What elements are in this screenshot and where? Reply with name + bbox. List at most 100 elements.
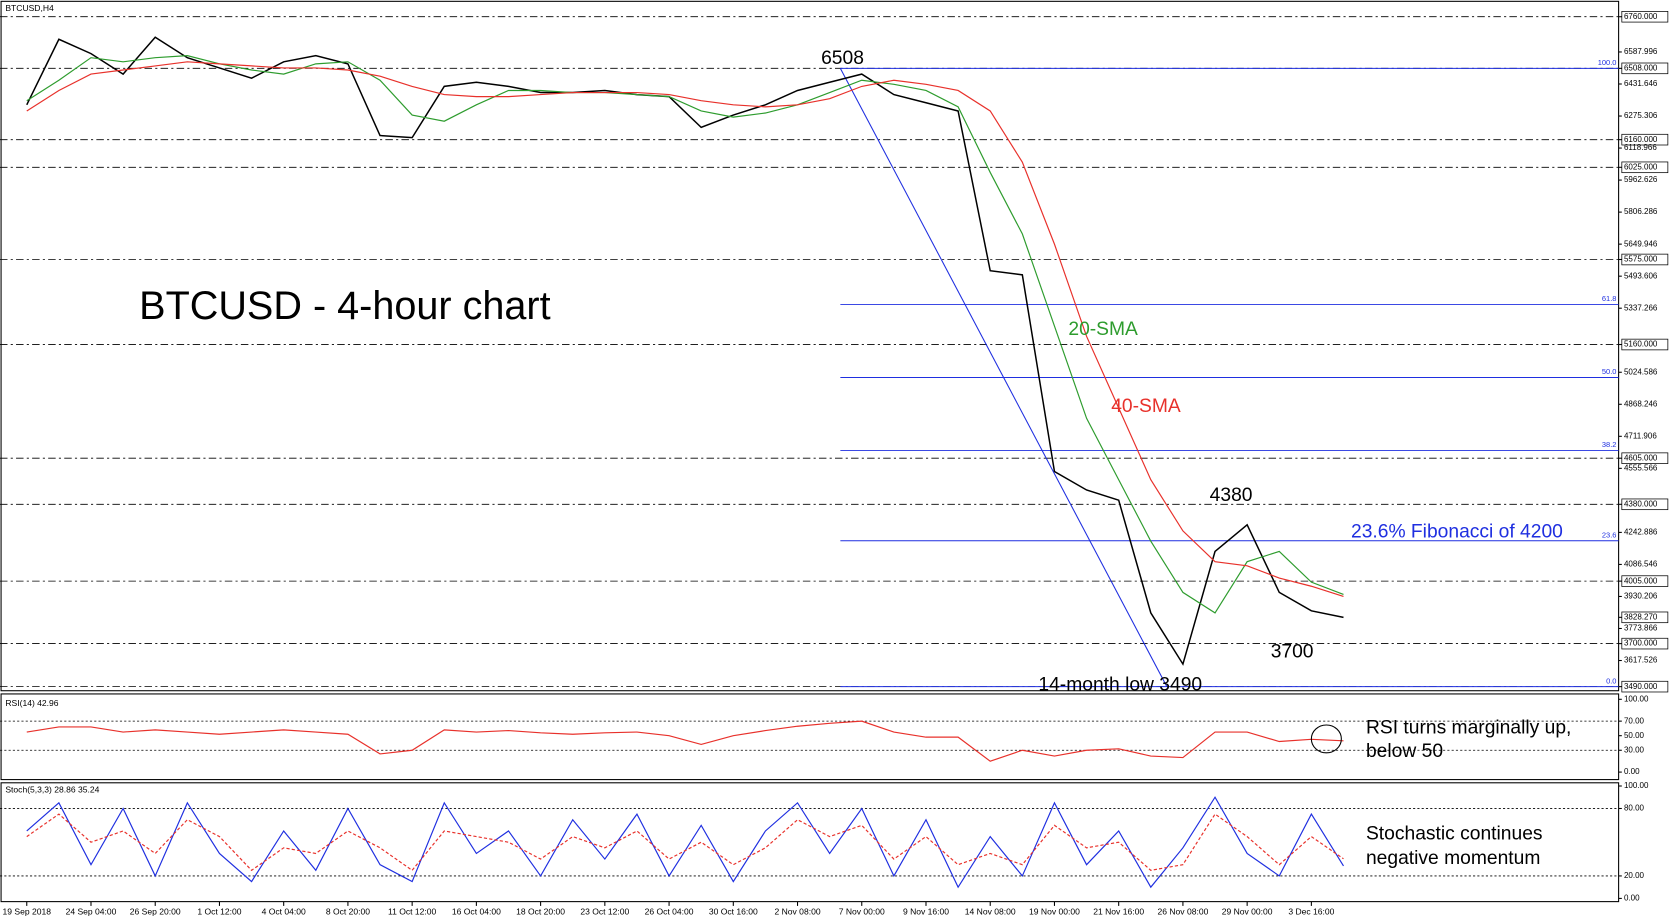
y-tick-label: 4005.000 — [1624, 576, 1658, 585]
y-tick-label: 0.00 — [1624, 767, 1640, 776]
rsi-title: RSI(14) 42.96 — [5, 698, 58, 708]
y-tick-label: 0.00 — [1624, 894, 1640, 903]
y-tick-label: 6508.000 — [1624, 63, 1658, 72]
trend-line — [839, 68, 1168, 687]
y-tick-label: 5649.946 — [1624, 239, 1658, 248]
x-tick-label: 2 Nov 08:00 — [774, 907, 820, 917]
plot-layer: 100.0 61.8 50.0 38.2 23.6 0.0 6760.000 6587.996… — [0, 11, 1669, 917]
price-box — [1621, 338, 1669, 351]
y-tick-label: 100.00 — [1624, 694, 1649, 703]
price-box — [1621, 611, 1669, 624]
annotation: 4380 — [1210, 485, 1253, 506]
y-tick-label: 5806.286 — [1624, 207, 1658, 216]
series-line — [26, 55, 1344, 614]
y-tick-label: 3930.206 — [1624, 592, 1658, 601]
y-tick-label: 100.00 — [1624, 781, 1649, 790]
x-tick-label: 18 Oct 20:00 — [516, 907, 565, 917]
y-tick-label: 4555.566 — [1624, 463, 1658, 472]
annotation: negative momentum — [1366, 848, 1540, 869]
main-panel — [0, 0, 1620, 692]
x-tick-label: 29 Nov 00:00 — [1222, 907, 1273, 917]
price-box — [1621, 575, 1669, 587]
fib-label: 100.0 — [1598, 58, 1617, 67]
y-tick-label: 4242.886 — [1624, 528, 1658, 537]
y-tick-label: 80.00 — [1624, 804, 1645, 813]
series-line — [26, 813, 1344, 872]
y-tick-label: 6760.000 — [1624, 12, 1658, 21]
annotation: RSI turns marginally up, — [1366, 717, 1571, 738]
x-tick-label: 21 Nov 16:00 — [1093, 907, 1144, 917]
y-tick-label: 50.00 — [1624, 731, 1645, 740]
y-tick-label: 3828.270 — [1624, 612, 1658, 621]
price-box — [1621, 133, 1669, 146]
x-tick-label: 26 Nov 08:00 — [1157, 907, 1208, 917]
y-tick-label: 3617.526 — [1624, 656, 1658, 665]
rsi-panel — [0, 693, 1620, 781]
y-tick-label: 5575.000 — [1624, 255, 1658, 264]
y-tick-label: 6431.646 — [1624, 79, 1658, 88]
y-tick-label: 5337.266 — [1624, 303, 1658, 312]
y-tick-label: 5160.000 — [1624, 340, 1658, 349]
fib-label: 61.8 — [1602, 294, 1617, 303]
x-tick-label: 24 Sep 04:00 — [66, 907, 117, 917]
x-tick-label: 8 Oct 20:00 — [326, 907, 370, 917]
price-box — [1621, 452, 1669, 464]
chart-title: BTCUSD - 4-hour chart — [139, 284, 550, 328]
price-box — [1621, 680, 1669, 693]
y-tick-label: 3700.000 — [1624, 639, 1658, 648]
symbol-label: BTCUSD,H4 — [5, 3, 54, 13]
y-tick-label: 5493.606 — [1624, 271, 1658, 280]
x-tick-label: 1 Oct 12:00 — [197, 907, 241, 917]
y-tick-label: 6587.996 — [1624, 47, 1658, 56]
x-tick-label: 3 Dec 16:00 — [1288, 907, 1334, 917]
x-tick-label: 14 Nov 08:00 — [965, 907, 1016, 917]
y-tick-label: 4711.906 — [1624, 431, 1657, 440]
y-tick-label: 3773.866 — [1624, 624, 1658, 633]
series-line — [26, 720, 1344, 762]
y-tick-label: 5962.626 — [1624, 175, 1658, 184]
x-tick-label: 26 Oct 04:00 — [645, 907, 694, 917]
x-tick-label: 30 Oct 16:00 — [709, 907, 758, 917]
series-line — [26, 61, 1344, 598]
y-tick-label: 4380.000 — [1624, 499, 1658, 508]
fib-label: 0.0 — [1606, 676, 1616, 685]
y-tick-label: 4868.246 — [1624, 399, 1658, 408]
fib-label: 50.0 — [1602, 367, 1617, 376]
annotation: Stochastic continues — [1366, 823, 1543, 844]
y-tick-label: 70.00 — [1624, 716, 1645, 725]
y-tick-label: 6275.306 — [1624, 111, 1658, 120]
y-tick-label: 30.00 — [1624, 745, 1645, 754]
sma40-label: 40-SMA — [1111, 396, 1181, 417]
y-tick-label: 6118.966 — [1624, 143, 1657, 152]
y-tick-label: 4086.546 — [1624, 560, 1658, 569]
highlight-circle — [1310, 724, 1342, 754]
price-box — [1621, 62, 1669, 75]
x-tick-label: 19 Sep 2018 — [3, 907, 52, 917]
price-box — [1621, 637, 1669, 650]
price-box — [1621, 11, 1669, 23]
y-tick-label: 4605.000 — [1624, 453, 1658, 462]
y-tick-label: 5024.586 — [1624, 367, 1658, 376]
annotation: 6508 — [821, 48, 864, 69]
y-tick-label: 20.00 — [1624, 871, 1645, 880]
series-line — [26, 36, 1344, 666]
fib-label: 23.6 — [1602, 530, 1617, 539]
sma20-label: 20-SMA — [1068, 319, 1138, 340]
x-tick-label: 23 Oct 12:00 — [580, 907, 629, 917]
fib-label: 38.2 — [1602, 440, 1617, 449]
x-tick-label: 7 Nov 00:00 — [839, 907, 885, 917]
x-tick-label: 4 Oct 04:00 — [262, 907, 306, 917]
price-box — [1621, 161, 1669, 174]
x-tick-label: 11 Oct 12:00 — [388, 907, 437, 917]
annotation: below 50 — [1366, 741, 1443, 762]
series-line — [26, 796, 1344, 889]
x-tick-label: 16 Oct 04:00 — [452, 907, 501, 917]
stoch-title: Stoch(5,3,3) 28.86 35.24 — [5, 785, 99, 795]
y-tick-label: 6160.000 — [1624, 135, 1658, 144]
annotation: 3700 — [1271, 641, 1314, 662]
y-tick-label: 6025.000 — [1624, 162, 1658, 171]
annotation: 14-month low 3490 — [1038, 674, 1202, 695]
x-tick-label: 19 Nov 00:00 — [1029, 907, 1080, 917]
x-tick-label: 9 Nov 16:00 — [903, 907, 949, 917]
